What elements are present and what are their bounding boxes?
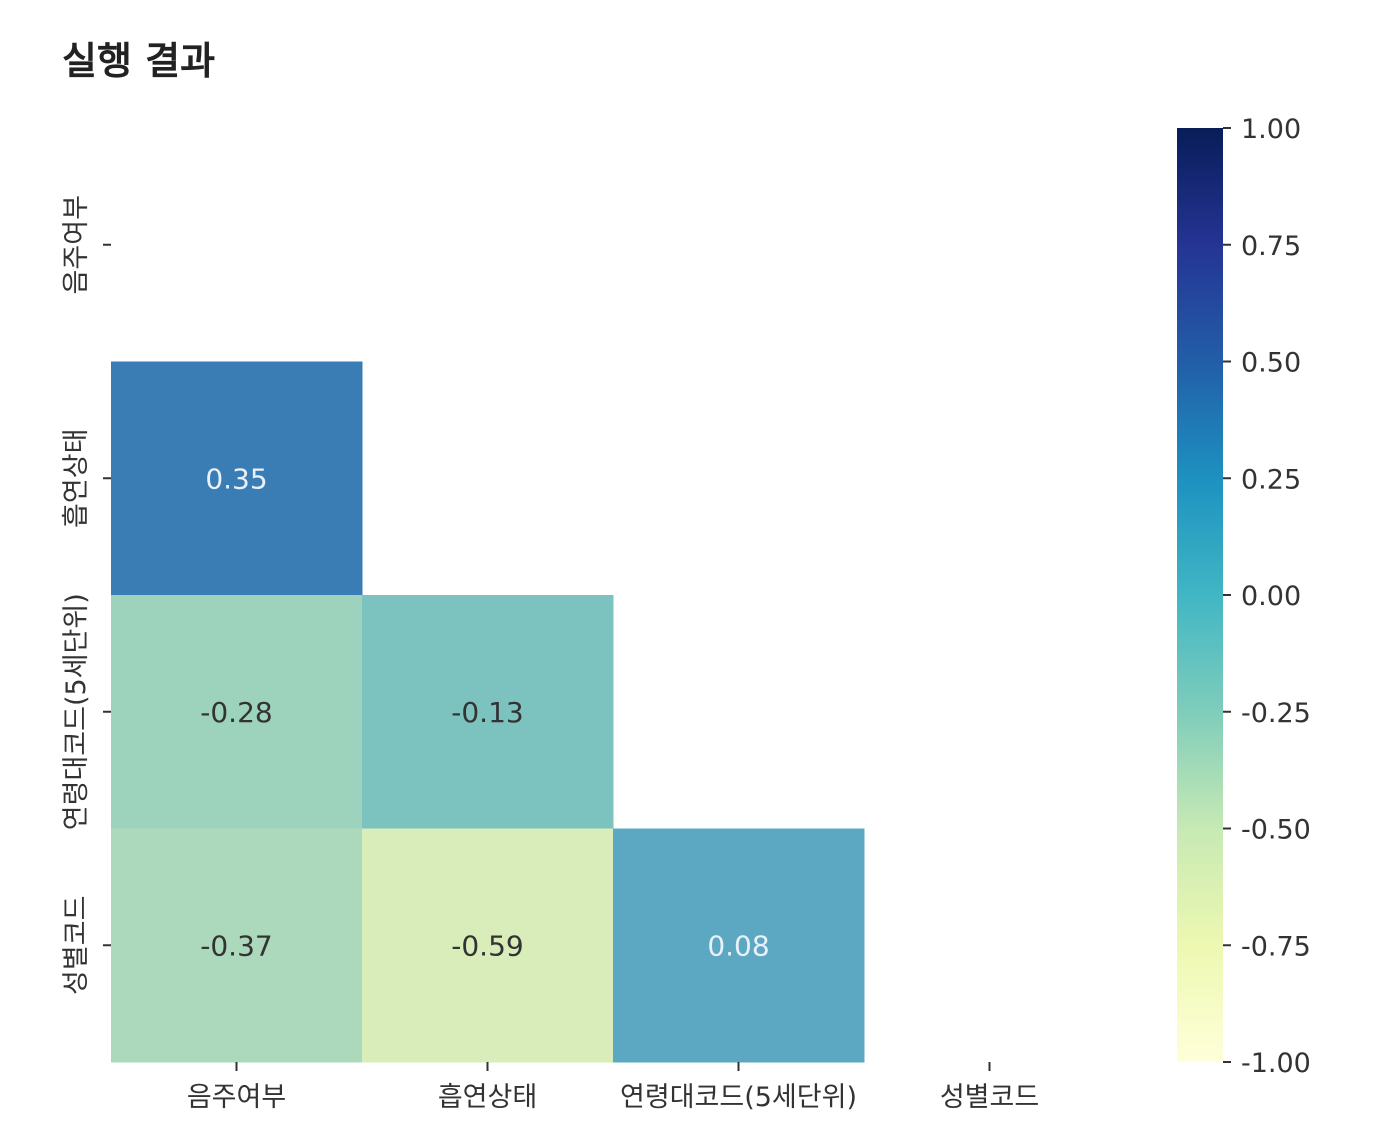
y-tick-label: 성별코드 <box>61 896 92 995</box>
colorbar-tick-label: 0.00 <box>1241 581 1301 612</box>
heatmap-cell <box>111 361 363 596</box>
x-axis: 음주여부 흡연상태 연령대코드(5세단위) 성별코드 <box>187 1062 1039 1113</box>
colorbar-tick-label: -0.25 <box>1241 698 1311 729</box>
heatmap-cell <box>362 828 614 1063</box>
y-tick-label: 흡연상태 <box>61 429 92 528</box>
heatmap-cell <box>111 595 363 829</box>
cell-value-label: -0.13 <box>451 696 523 729</box>
cell-value-label: -0.37 <box>200 929 272 962</box>
colorbar-tick-label: -1.00 <box>1241 1048 1311 1079</box>
colorbar-tick-label: -0.50 <box>1241 815 1311 846</box>
cell-value-label: 0.08 <box>707 929 769 962</box>
cell-value-label: 0.35 <box>205 462 267 495</box>
x-tick-label: 흡연상태 <box>438 1082 537 1113</box>
colorbar-tick-label: -0.75 <box>1241 931 1311 962</box>
colorbar-gradient <box>1177 128 1223 1062</box>
colorbar-tick-label: 0.50 <box>1241 348 1301 379</box>
x-tick-label: 연령대코드(5세단위) <box>620 1082 857 1113</box>
x-tick-label: 음주여부 <box>187 1082 286 1113</box>
heatmap-cell <box>111 828 363 1063</box>
heatmap-cell <box>362 595 614 829</box>
cell-value-label: -0.28 <box>200 696 272 729</box>
heatmap-cell <box>613 828 865 1063</box>
x-tick-label: 성별코드 <box>940 1082 1039 1113</box>
y-tick-label: 연령대코드(5세단위) <box>61 593 92 830</box>
y-tick-label: 음주여부 <box>61 195 92 294</box>
colorbar-tick-label: 0.25 <box>1241 464 1301 495</box>
colorbar-tick-label: 0.75 <box>1241 231 1301 262</box>
page-title: 실행 결과 <box>62 39 216 83</box>
colorbar: 1.00 0.75 0.50 0.25 0.00 -0.25 -0.50 -0.75 -1.00 <box>1177 114 1311 1079</box>
colorbar-tick-label: 1.00 <box>1241 114 1301 145</box>
heatmap-cells: 0.35 -0.28 -0.13 -0.37 -0.59 0.08 <box>111 361 865 1063</box>
cell-value-label: -0.59 <box>451 929 523 962</box>
